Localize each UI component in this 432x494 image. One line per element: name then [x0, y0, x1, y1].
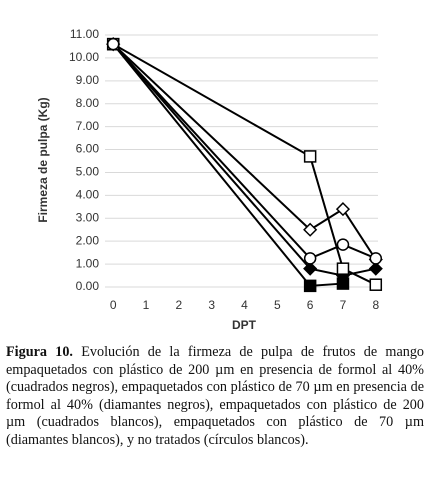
- y-tick-label: 9.00: [76, 73, 100, 87]
- diamond-marker: [303, 222, 318, 237]
- x-tick-label: 2: [176, 298, 183, 312]
- y-tick-label: 11.00: [70, 27, 99, 41]
- series-line: [112, 43, 377, 261]
- diamond-marker: [303, 261, 318, 276]
- x-tick-label: 8: [372, 298, 379, 312]
- y-tick-label: 2.00: [76, 233, 100, 247]
- y-tick-label: 4.00: [76, 188, 100, 202]
- square-marker: [369, 278, 383, 291]
- y-tick-label: 3.00: [76, 210, 100, 224]
- series-line: [112, 43, 377, 286]
- diamond-marker: [335, 202, 351, 217]
- x-axis-label: DPT: [232, 318, 257, 332]
- x-tick-label: 3: [208, 298, 215, 312]
- x-tick-label: 5: [274, 298, 281, 312]
- square-marker: [303, 279, 317, 293]
- y-tick-label: 10.00: [69, 50, 99, 64]
- series-line: [112, 43, 377, 260]
- circle-marker: [369, 252, 383, 265]
- circle-marker: [303, 252, 317, 265]
- x-tick-label: 0: [110, 298, 117, 312]
- y-tick-label: 6.00: [76, 142, 100, 156]
- series-line: [112, 43, 376, 277]
- square-marker: [336, 262, 350, 275]
- x-tick-label: 4: [241, 298, 248, 312]
- x-tick-label: 7: [340, 298, 347, 312]
- circle-marker: [106, 37, 120, 51]
- diamond-marker: [368, 261, 383, 276]
- caption-label: Figura 10.: [6, 344, 73, 360]
- y-tick-label: 7.00: [76, 119, 100, 133]
- x-tick-label: 6: [307, 298, 314, 312]
- circle-marker: [336, 238, 350, 251]
- chart: Firmeza de pulpa (Kg) DPT 0.00 1.00 2.00 3.…: [36, 27, 383, 332]
- square-marker: [303, 150, 317, 163]
- x-tick-label: 1: [143, 298, 150, 312]
- y-axis-label: Firmeza de pulpa (Kg): [36, 97, 50, 222]
- y-tick-label: 1.00: [76, 256, 100, 270]
- y-tick-label: 0.00: [76, 279, 100, 293]
- y-tick-label: 5.00: [76, 165, 100, 179]
- caption: Figura 10. Evolución de la firmeza de pu…: [6, 344, 424, 449]
- y-tick-label: 8.00: [76, 96, 100, 110]
- caption-text: Evolución de la firmeza de pulpa de frut…: [6, 344, 425, 448]
